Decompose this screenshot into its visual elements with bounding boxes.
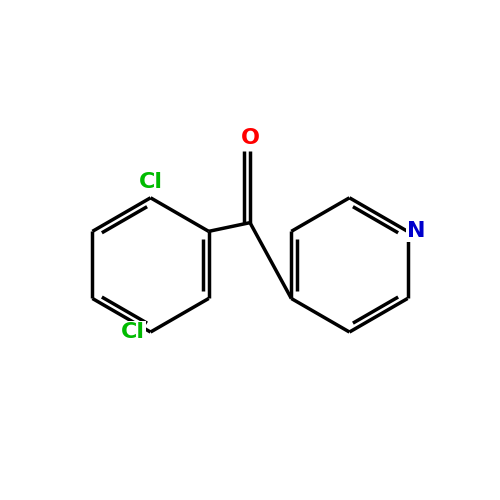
Text: Cl: Cl bbox=[138, 172, 162, 192]
Text: O: O bbox=[240, 128, 260, 148]
Text: N: N bbox=[408, 222, 426, 242]
Text: Cl: Cl bbox=[121, 322, 145, 342]
